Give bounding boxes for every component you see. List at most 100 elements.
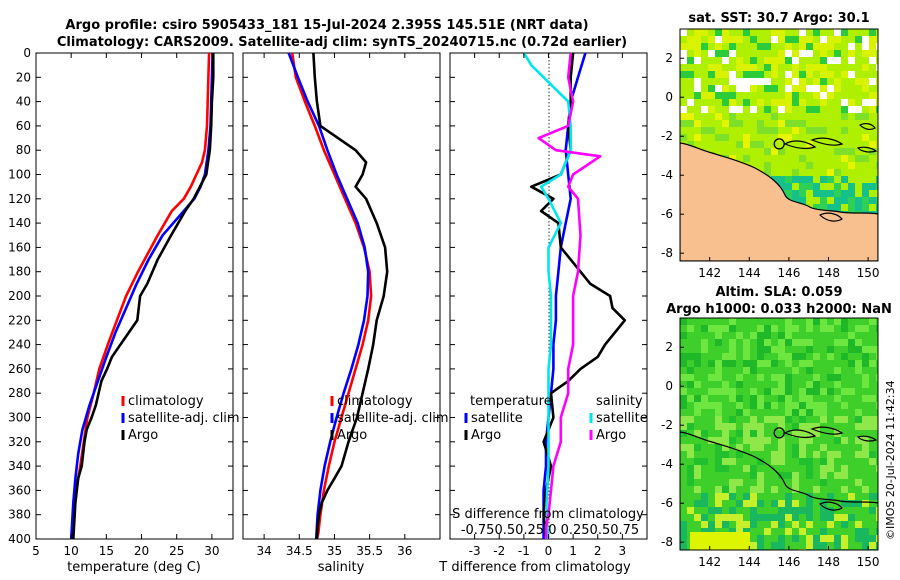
map-cell bbox=[820, 78, 827, 85]
coastline bbox=[680, 431, 878, 504]
map-cell bbox=[792, 367, 799, 374]
map-cell bbox=[785, 500, 792, 507]
map-cell bbox=[827, 346, 834, 353]
argo-location-marker bbox=[773, 427, 785, 439]
map-cell bbox=[715, 50, 722, 57]
map-cell bbox=[869, 78, 876, 85]
map-cell bbox=[785, 528, 792, 535]
map-cell bbox=[680, 528, 687, 535]
map-cell bbox=[834, 78, 841, 85]
map-cell bbox=[701, 43, 708, 50]
y-tick-label: 120 bbox=[8, 192, 31, 206]
map-cell bbox=[743, 360, 750, 367]
map-cell bbox=[694, 50, 701, 57]
x-tick-label: 3 bbox=[619, 544, 627, 558]
map-cell bbox=[764, 85, 771, 92]
x-tick-label: -2 bbox=[493, 544, 505, 558]
map-cell bbox=[785, 325, 792, 332]
map-cell bbox=[778, 120, 785, 127]
y-tick-label: 260 bbox=[8, 362, 31, 376]
map-cell bbox=[680, 71, 687, 78]
map-cell bbox=[722, 458, 729, 465]
map-cell bbox=[680, 542, 687, 549]
map-cell bbox=[715, 339, 722, 346]
map-cell bbox=[855, 78, 862, 85]
map-cell bbox=[687, 71, 694, 78]
map-cell bbox=[855, 437, 862, 444]
map-cell bbox=[785, 190, 792, 197]
map-cell bbox=[736, 479, 743, 486]
map-cell bbox=[778, 437, 785, 444]
map-cell bbox=[792, 339, 799, 346]
map-cell bbox=[764, 127, 771, 134]
map-cell bbox=[827, 388, 834, 395]
map-cell bbox=[813, 127, 820, 134]
map-cell bbox=[736, 78, 743, 85]
map-cell bbox=[806, 367, 813, 374]
x-tick-label: 2 bbox=[594, 544, 602, 558]
map-cell bbox=[827, 169, 834, 176]
map-cell bbox=[869, 542, 876, 549]
map-cell bbox=[750, 106, 757, 113]
map-cell bbox=[708, 50, 715, 57]
map-cell bbox=[806, 472, 813, 479]
map-cell bbox=[743, 64, 750, 71]
map-cell bbox=[694, 353, 701, 360]
map-cell bbox=[715, 85, 722, 92]
x-tick-label: 144 bbox=[738, 555, 761, 569]
map-cell bbox=[694, 472, 701, 479]
map-cell bbox=[792, 514, 799, 521]
map-cell bbox=[680, 416, 687, 423]
legend-label-satellite: satellite-adj. clim bbox=[337, 411, 449, 426]
map-cell bbox=[848, 43, 855, 50]
y-tick-label: 160 bbox=[8, 240, 31, 254]
y-tick-label: 320 bbox=[8, 435, 31, 449]
map-cell bbox=[785, 339, 792, 346]
map-cell bbox=[848, 99, 855, 106]
map-cell bbox=[729, 339, 736, 346]
map-cell bbox=[785, 472, 792, 479]
map-cell bbox=[722, 29, 729, 36]
map-cell bbox=[680, 318, 687, 325]
map-cell bbox=[862, 190, 869, 197]
y-tick-label: 400 bbox=[8, 532, 31, 546]
map-cell bbox=[862, 183, 869, 190]
map-cell bbox=[743, 339, 750, 346]
map-cell bbox=[722, 353, 729, 360]
map-cell bbox=[729, 318, 736, 325]
map-cell bbox=[694, 381, 701, 388]
map-cell bbox=[799, 120, 806, 127]
map-cell bbox=[834, 148, 841, 155]
map-cell bbox=[764, 346, 771, 353]
map-cell bbox=[757, 339, 764, 346]
map-cell bbox=[848, 50, 855, 57]
map-cell bbox=[855, 346, 862, 353]
map-cell bbox=[792, 197, 799, 204]
map-cell bbox=[855, 451, 862, 458]
map-cell bbox=[862, 50, 869, 57]
y-tick-label: 0 bbox=[665, 90, 673, 104]
map-cell bbox=[694, 402, 701, 409]
map-cell bbox=[715, 367, 722, 374]
map-cell bbox=[799, 402, 806, 409]
x-tick-label: 5 bbox=[32, 544, 40, 558]
map-cell bbox=[785, 374, 792, 381]
x-tick-label: 15 bbox=[99, 544, 114, 558]
map-cell bbox=[743, 409, 750, 416]
map-cell bbox=[750, 36, 757, 43]
map-cell bbox=[729, 416, 736, 423]
x-tick-label: 146 bbox=[777, 266, 800, 280]
map-cell bbox=[757, 127, 764, 134]
map-cell bbox=[722, 36, 729, 43]
map-cell bbox=[694, 430, 701, 437]
map-cell bbox=[771, 71, 778, 78]
sla-map-panel: Altim. SLA: 0.059 Argo h1000: 0.033 h200… bbox=[661, 285, 892, 569]
map-cell bbox=[722, 92, 729, 99]
map-cell bbox=[757, 514, 764, 521]
map-cell bbox=[792, 325, 799, 332]
map-cell bbox=[722, 444, 729, 451]
map-cell bbox=[862, 353, 869, 360]
map-cell bbox=[834, 85, 841, 92]
map-cell bbox=[799, 197, 806, 204]
sst-map-frame bbox=[679, 28, 879, 262]
